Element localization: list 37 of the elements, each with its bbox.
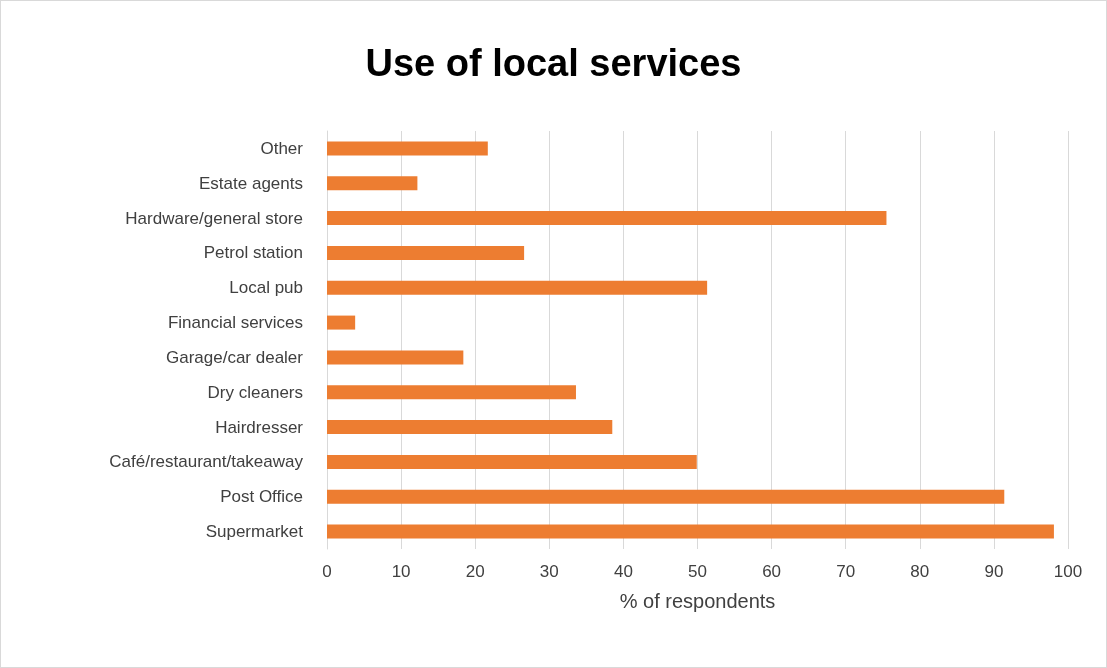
- bar: [327, 489, 1005, 504]
- x-axis-title: % of respondents: [619, 590, 776, 612]
- x-tick-label: 10: [391, 562, 411, 581]
- y-tick-label: Post Office: [220, 487, 303, 507]
- x-tick-label: 70: [836, 562, 856, 581]
- bar: [327, 420, 613, 435]
- x-tick-label: 50: [688, 562, 707, 581]
- x-tick-label: 90: [984, 562, 1004, 581]
- y-tick-label: Financial services: [167, 313, 303, 333]
- y-tick-label: Hairdresser: [215, 417, 304, 437]
- x-tick-label: 60: [762, 562, 782, 581]
- y-tick-label: Petrol station: [203, 243, 303, 263]
- bar: [327, 524, 1054, 539]
- bar: [327, 315, 356, 330]
- y-tick-label: Supermarket: [205, 522, 304, 542]
- bar: [327, 211, 887, 226]
- bar: [327, 141, 488, 156]
- x-tick-label: 20: [465, 562, 485, 581]
- bar: [327, 280, 708, 295]
- y-tick-label: Estate agents: [199, 173, 303, 193]
- bar: [327, 176, 418, 191]
- x-tick-label: 80: [910, 562, 930, 581]
- y-tick-label: Hardware/general store: [125, 208, 303, 228]
- x-tick-label: 100: [1053, 562, 1083, 581]
- bar: [327, 454, 697, 469]
- x-tick-label: 40: [613, 562, 633, 581]
- y-tick-label: Garage/car dealer: [165, 347, 304, 367]
- y-tick-label: Local pub: [229, 278, 303, 298]
- bar: [327, 385, 576, 400]
- y-tick-label: Dry cleaners: [207, 382, 303, 402]
- y-tick-label: Other: [260, 138, 304, 158]
- bar: [327, 245, 525, 260]
- chart-title: Use of local services: [365, 42, 742, 84]
- x-tick-label: 0: [322, 562, 332, 581]
- x-tick-label: 30: [539, 562, 559, 581]
- y-tick-label: Café/restaurant/takeaway: [109, 452, 304, 472]
- bar: [327, 350, 464, 365]
